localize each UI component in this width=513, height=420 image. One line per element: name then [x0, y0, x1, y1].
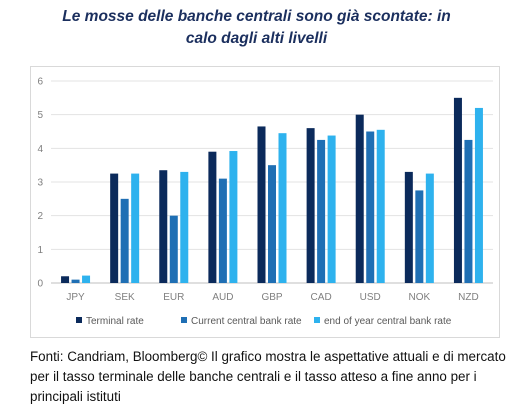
legend-swatch	[76, 317, 82, 323]
x-tick-label: CAD	[311, 292, 332, 303]
bar-nok-series-1	[404, 171, 413, 283]
bar-eur-series-1	[159, 170, 168, 283]
bar-usd-series-2	[366, 131, 375, 283]
legend-item: Terminal rate	[76, 316, 144, 327]
bar-eur-series-2	[169, 215, 178, 283]
y-tick-label: 1	[37, 245, 43, 256]
legend-label: end of year central bank rate	[324, 316, 452, 327]
bar-aud-series-1	[208, 151, 217, 283]
bar-gbp-series-3	[278, 133, 287, 283]
bar-sek-series-2	[120, 198, 129, 283]
y-tick-label: 4	[37, 144, 43, 155]
legend-swatch	[181, 317, 187, 323]
x-tick-label: SEK	[115, 292, 135, 303]
bar-chart: 0 1 2 3 4 5 6 JPY SEK EUR AUD GBP CAD USD NOK NZD Termin…	[37, 77, 493, 327]
x-tick-label: NOK	[408, 292, 430, 303]
bar-nok-series-2	[415, 190, 424, 283]
legend-label: Terminal rate	[86, 316, 144, 327]
x-tick-label: AUD	[212, 292, 233, 303]
bar-jpy-series-3	[82, 275, 91, 283]
legend-swatch	[314, 317, 320, 323]
bar-jpy-series-1	[61, 276, 70, 283]
legend-item: Current central bank rate	[181, 316, 302, 327]
bar-jpy-series-2	[71, 279, 80, 283]
y-tick-label: 5	[37, 110, 43, 121]
y-tick-label: 0	[37, 279, 43, 290]
bar-aud-series-2	[218, 178, 227, 283]
chart-title: Le mosse delle banche centrali sono già …	[0, 6, 513, 50]
bar-cad-series-1	[306, 128, 315, 283]
bar-sek-series-3	[131, 173, 140, 283]
bar-nzd-series-3	[474, 107, 483, 283]
x-tick-label: GBP	[261, 292, 282, 303]
x-tick-label: EUR	[163, 292, 184, 303]
y-tick-label: 2	[37, 211, 43, 222]
bar-nzd-series-1	[453, 97, 462, 283]
bar-gbp-series-1	[257, 126, 266, 283]
y-tick-label: 3	[37, 178, 43, 189]
source-note: Fonti: Candriam, Bloomberg© Il grafico m…	[30, 349, 506, 404]
bar-gbp-series-2	[268, 165, 276, 283]
bar-usd-series-3	[376, 129, 385, 283]
x-tick-label: NZD	[458, 292, 479, 303]
chart-title-line1: Le mosse delle banche centrali sono già …	[62, 8, 451, 25]
bar-sek-series-1	[110, 173, 119, 283]
bar-cad-series-3	[327, 135, 336, 283]
chart-frame: 0 1 2 3 4 5 6 JPY SEK EUR AUD GBP CAD USD NOK NZD Termin…	[30, 66, 500, 338]
x-tick-label: USD	[360, 292, 381, 303]
bar-aud-series-3	[229, 151, 238, 283]
bar-cad-series-2	[317, 139, 326, 283]
bar-usd-series-1	[355, 114, 364, 283]
legend-item: end of year central bank rate	[314, 316, 452, 327]
bar-nzd-series-2	[464, 139, 473, 283]
chart-title-line2: calo dagli alti livelli	[185, 30, 328, 47]
legend-label: Current central bank rate	[191, 316, 302, 327]
bar-eur-series-3	[180, 171, 189, 283]
x-tick-label: JPY	[66, 292, 85, 303]
bar-nok-series-3	[425, 173, 434, 283]
y-tick-label: 6	[37, 77, 43, 88]
